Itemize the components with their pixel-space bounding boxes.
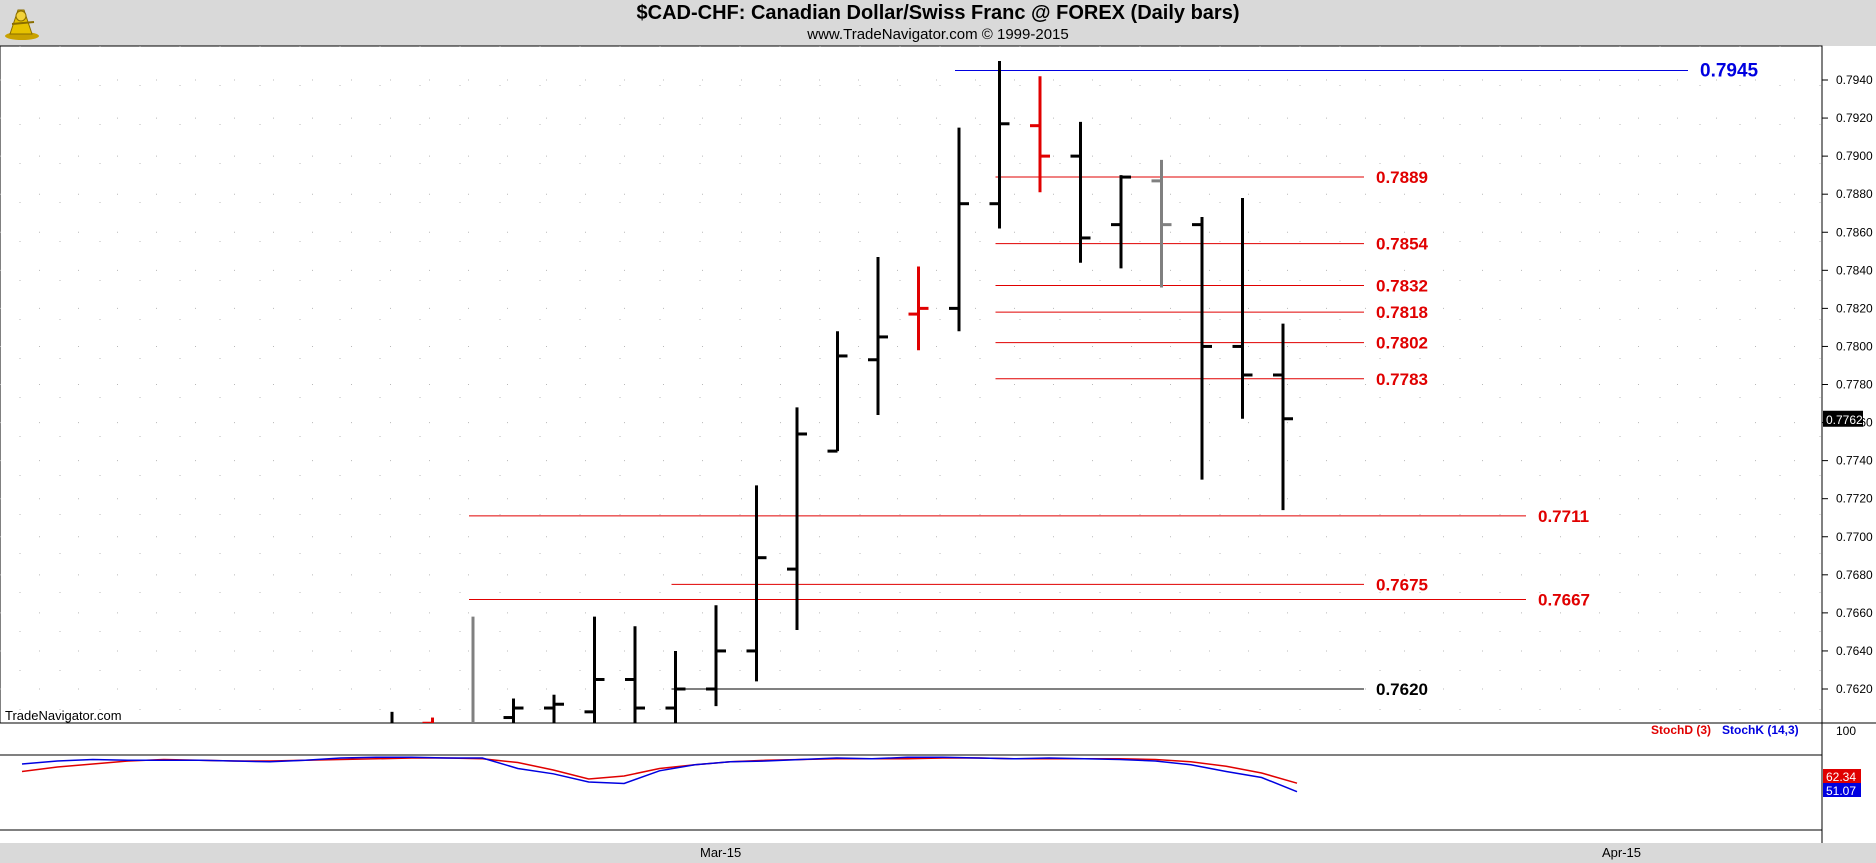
ohlc-bar	[422, 717, 434, 723]
y-tick-label: 0.7840	[1836, 263, 1873, 277]
y-tick-label: 0.7720	[1836, 492, 1873, 506]
ohlc-bar	[1232, 197, 1253, 419]
ohlc-bar	[989, 60, 1010, 229]
y-tick-label: 0.7660	[1836, 606, 1873, 620]
y-tick-label: 0.7620	[1836, 682, 1873, 696]
last-price-box	[1823, 410, 1863, 427]
ohlc-bar	[471, 616, 475, 723]
ohlc-bar	[1273, 323, 1293, 511]
level-label: 0.7711	[1538, 507, 1589, 526]
level-label: 0.7832	[1376, 277, 1428, 296]
level-label: 0.7945	[1700, 60, 1759, 81]
ohlc-bar	[1070, 121, 1091, 263]
level-label: 0.7802	[1376, 334, 1428, 353]
stochd-value: 62.34	[1826, 770, 1856, 784]
stochd-value-box	[1823, 769, 1861, 783]
ohlc-bar	[544, 694, 564, 723]
ohlc-bar	[949, 127, 969, 332]
level-label: 0.7889	[1376, 168, 1428, 187]
y-tick-label: 0.7940	[1836, 73, 1873, 87]
y-tick-label: 0.7680	[1836, 568, 1873, 582]
trade-navigator-logo-icon	[2, 2, 44, 42]
watermark-text: TradeNavigator.com	[5, 708, 122, 723]
y-tick-label: 0.7800	[1836, 339, 1873, 353]
ohlc-bar	[1111, 175, 1131, 269]
ohlc-bar	[625, 626, 645, 723]
ohlc-bar	[503, 698, 524, 723]
date-label-apr: Apr-15	[1602, 845, 1642, 860]
y-tick-label: 0.7640	[1836, 644, 1873, 658]
ohlc-bar	[908, 266, 929, 351]
ohlc-bar	[706, 605, 726, 707]
stochk-value-box	[1823, 783, 1861, 797]
legend-stochd: StochD (3)	[1651, 723, 1711, 737]
stochk-value: 51.07	[1826, 784, 1856, 798]
price-bars	[390, 60, 1293, 723]
ohlc-bar	[1151, 159, 1172, 288]
stochk-line	[21, 756, 1298, 793]
date-axis	[0, 843, 1876, 863]
ohlc-bar	[868, 256, 888, 415]
ohlc-bars	[390, 60, 1293, 723]
ohlc-bar	[584, 616, 605, 723]
ohlc-bar	[746, 485, 767, 682]
y-tick-label: 0.7780	[1836, 378, 1873, 392]
legend-stochk: StochK (14,3)	[1722, 723, 1799, 737]
level-label: 0.7620	[1376, 680, 1428, 699]
chart-title: $CAD-CHF: Canadian Dollar/Swiss Franc @ …	[636, 2, 1240, 24]
y-tick-label: 0.7860	[1836, 225, 1873, 239]
y-tick-label: 0.7900	[1836, 149, 1873, 163]
y-tick-label: 0.7820	[1836, 301, 1873, 315]
level-label: 0.7667	[1538, 591, 1590, 610]
ohlc-bar	[1192, 217, 1212, 480]
level-label: 0.7783	[1376, 370, 1428, 389]
y-tick-label: 0.7740	[1836, 454, 1873, 468]
ohlc-bar	[390, 711, 394, 723]
chart-header: $CAD-CHF: Canadian Dollar/Swiss Franc @ …	[0, 0, 1876, 46]
ohlc-bar	[787, 407, 807, 631]
ohlc-bar	[827, 331, 848, 453]
level-label: 0.7675	[1376, 575, 1428, 594]
y-tick-label: 0.7880	[1836, 187, 1873, 201]
y-tick-label: 0.7920	[1836, 111, 1873, 125]
price-levels: 0.7945 0.7889 0.7854 0.7832 0.7818 0.7802 0.77…	[469, 60, 1759, 699]
price-grid	[0, 45, 1876, 843]
level-label: 0.7854	[1376, 235, 1429, 254]
stoch-tick-label: 100	[1836, 724, 1856, 738]
price-axis: 0.7620 0.7640 0.7660 0.7680 0.7700 0.7720 0.77…	[1822, 73, 1873, 696]
y-tick-label: 0.7700	[1836, 530, 1873, 544]
level-label: 0.7818	[1376, 303, 1428, 322]
chart-subtitle: www.TradeNavigator.com © 1999-2015	[807, 26, 1069, 43]
date-label-mar: Mar-15	[700, 845, 742, 860]
ohlc-bar	[665, 650, 686, 723]
last-price-label: 0.7762	[1826, 413, 1863, 427]
ohlc-bar	[1030, 76, 1050, 193]
